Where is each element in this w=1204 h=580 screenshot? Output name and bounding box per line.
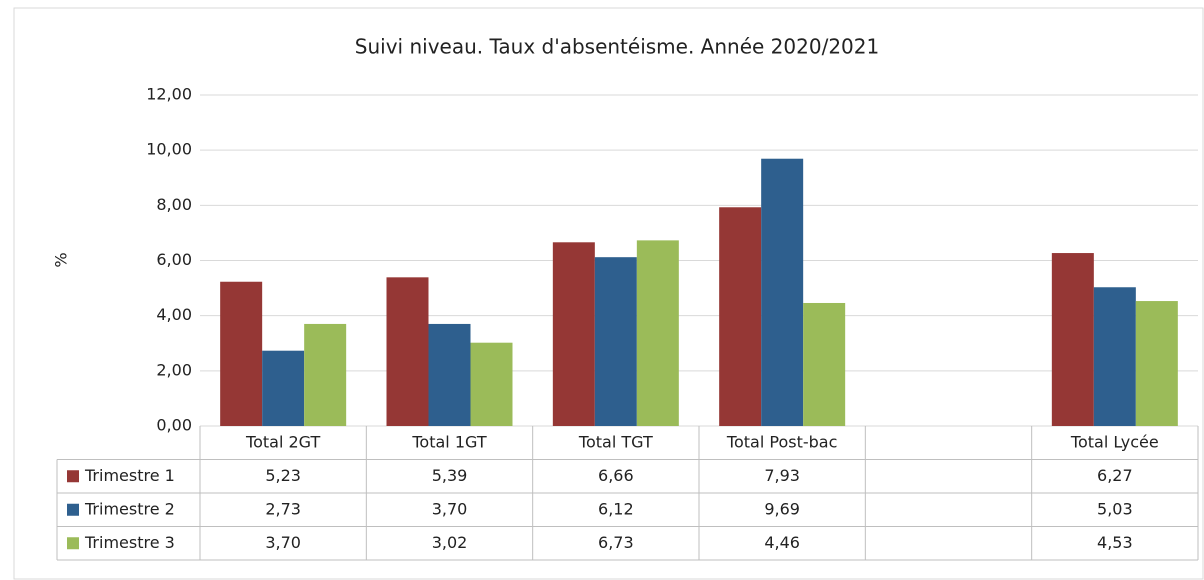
y-tick-label: 12,00 xyxy=(146,85,192,104)
bar xyxy=(220,281,263,426)
y-tick-label: 10,00 xyxy=(146,140,192,159)
data-label: 2,73 xyxy=(265,499,301,518)
y-tick-label: 8,00 xyxy=(156,195,192,214)
bar xyxy=(428,323,471,426)
bar xyxy=(594,257,637,426)
bar xyxy=(761,158,804,426)
legend-key xyxy=(67,503,79,516)
data-label: 6,12 xyxy=(598,499,634,518)
bar xyxy=(470,342,513,426)
legend-label: Trimestre 2 xyxy=(84,499,175,518)
x-tick-label: Total 2GT xyxy=(245,432,320,451)
data-label: 5,23 xyxy=(265,466,301,485)
x-tick-label: Total Post-bac xyxy=(726,432,837,451)
data-label: 9,69 xyxy=(764,499,800,518)
data-label: 4,53 xyxy=(1097,533,1133,552)
data-label: 3,70 xyxy=(432,499,468,518)
data-label: 6,73 xyxy=(598,533,634,552)
bar xyxy=(803,302,846,426)
y-tick-label: 2,00 xyxy=(156,360,192,379)
bar xyxy=(386,277,429,426)
bar xyxy=(1051,253,1094,426)
data-label: 5,03 xyxy=(1097,499,1133,518)
y-tick-label: 4,00 xyxy=(156,305,192,324)
data-label: 4,46 xyxy=(764,533,800,552)
y-axis-label: % xyxy=(52,252,71,267)
data-label: 6,66 xyxy=(598,466,634,485)
bar xyxy=(262,350,305,426)
x-tick-label: Total 1GT xyxy=(411,432,486,451)
y-tick-label: 0,00 xyxy=(156,416,192,435)
legend-label: Trimestre 1 xyxy=(84,466,175,485)
data-label: 6,27 xyxy=(1097,466,1133,485)
bar xyxy=(719,207,762,426)
data-label: 5,39 xyxy=(432,466,468,485)
data-label: 7,93 xyxy=(764,466,800,485)
legend-label: Trimestre 3 xyxy=(84,533,175,552)
bar xyxy=(304,323,347,426)
bar xyxy=(552,242,595,426)
data-label: 3,70 xyxy=(265,533,301,552)
bar xyxy=(1135,301,1178,426)
bar xyxy=(636,240,679,426)
data-label: 3,02 xyxy=(432,533,468,552)
y-tick-label: 6,00 xyxy=(156,250,192,269)
x-tick-label: Total TGT xyxy=(578,432,653,451)
legend-key xyxy=(67,537,79,550)
chart-title: Suivi niveau. Taux d'absentéisme. Année … xyxy=(355,35,879,59)
x-tick-label: Total Lycée xyxy=(1070,432,1159,451)
legend-key xyxy=(67,470,79,483)
bar xyxy=(1093,287,1136,426)
